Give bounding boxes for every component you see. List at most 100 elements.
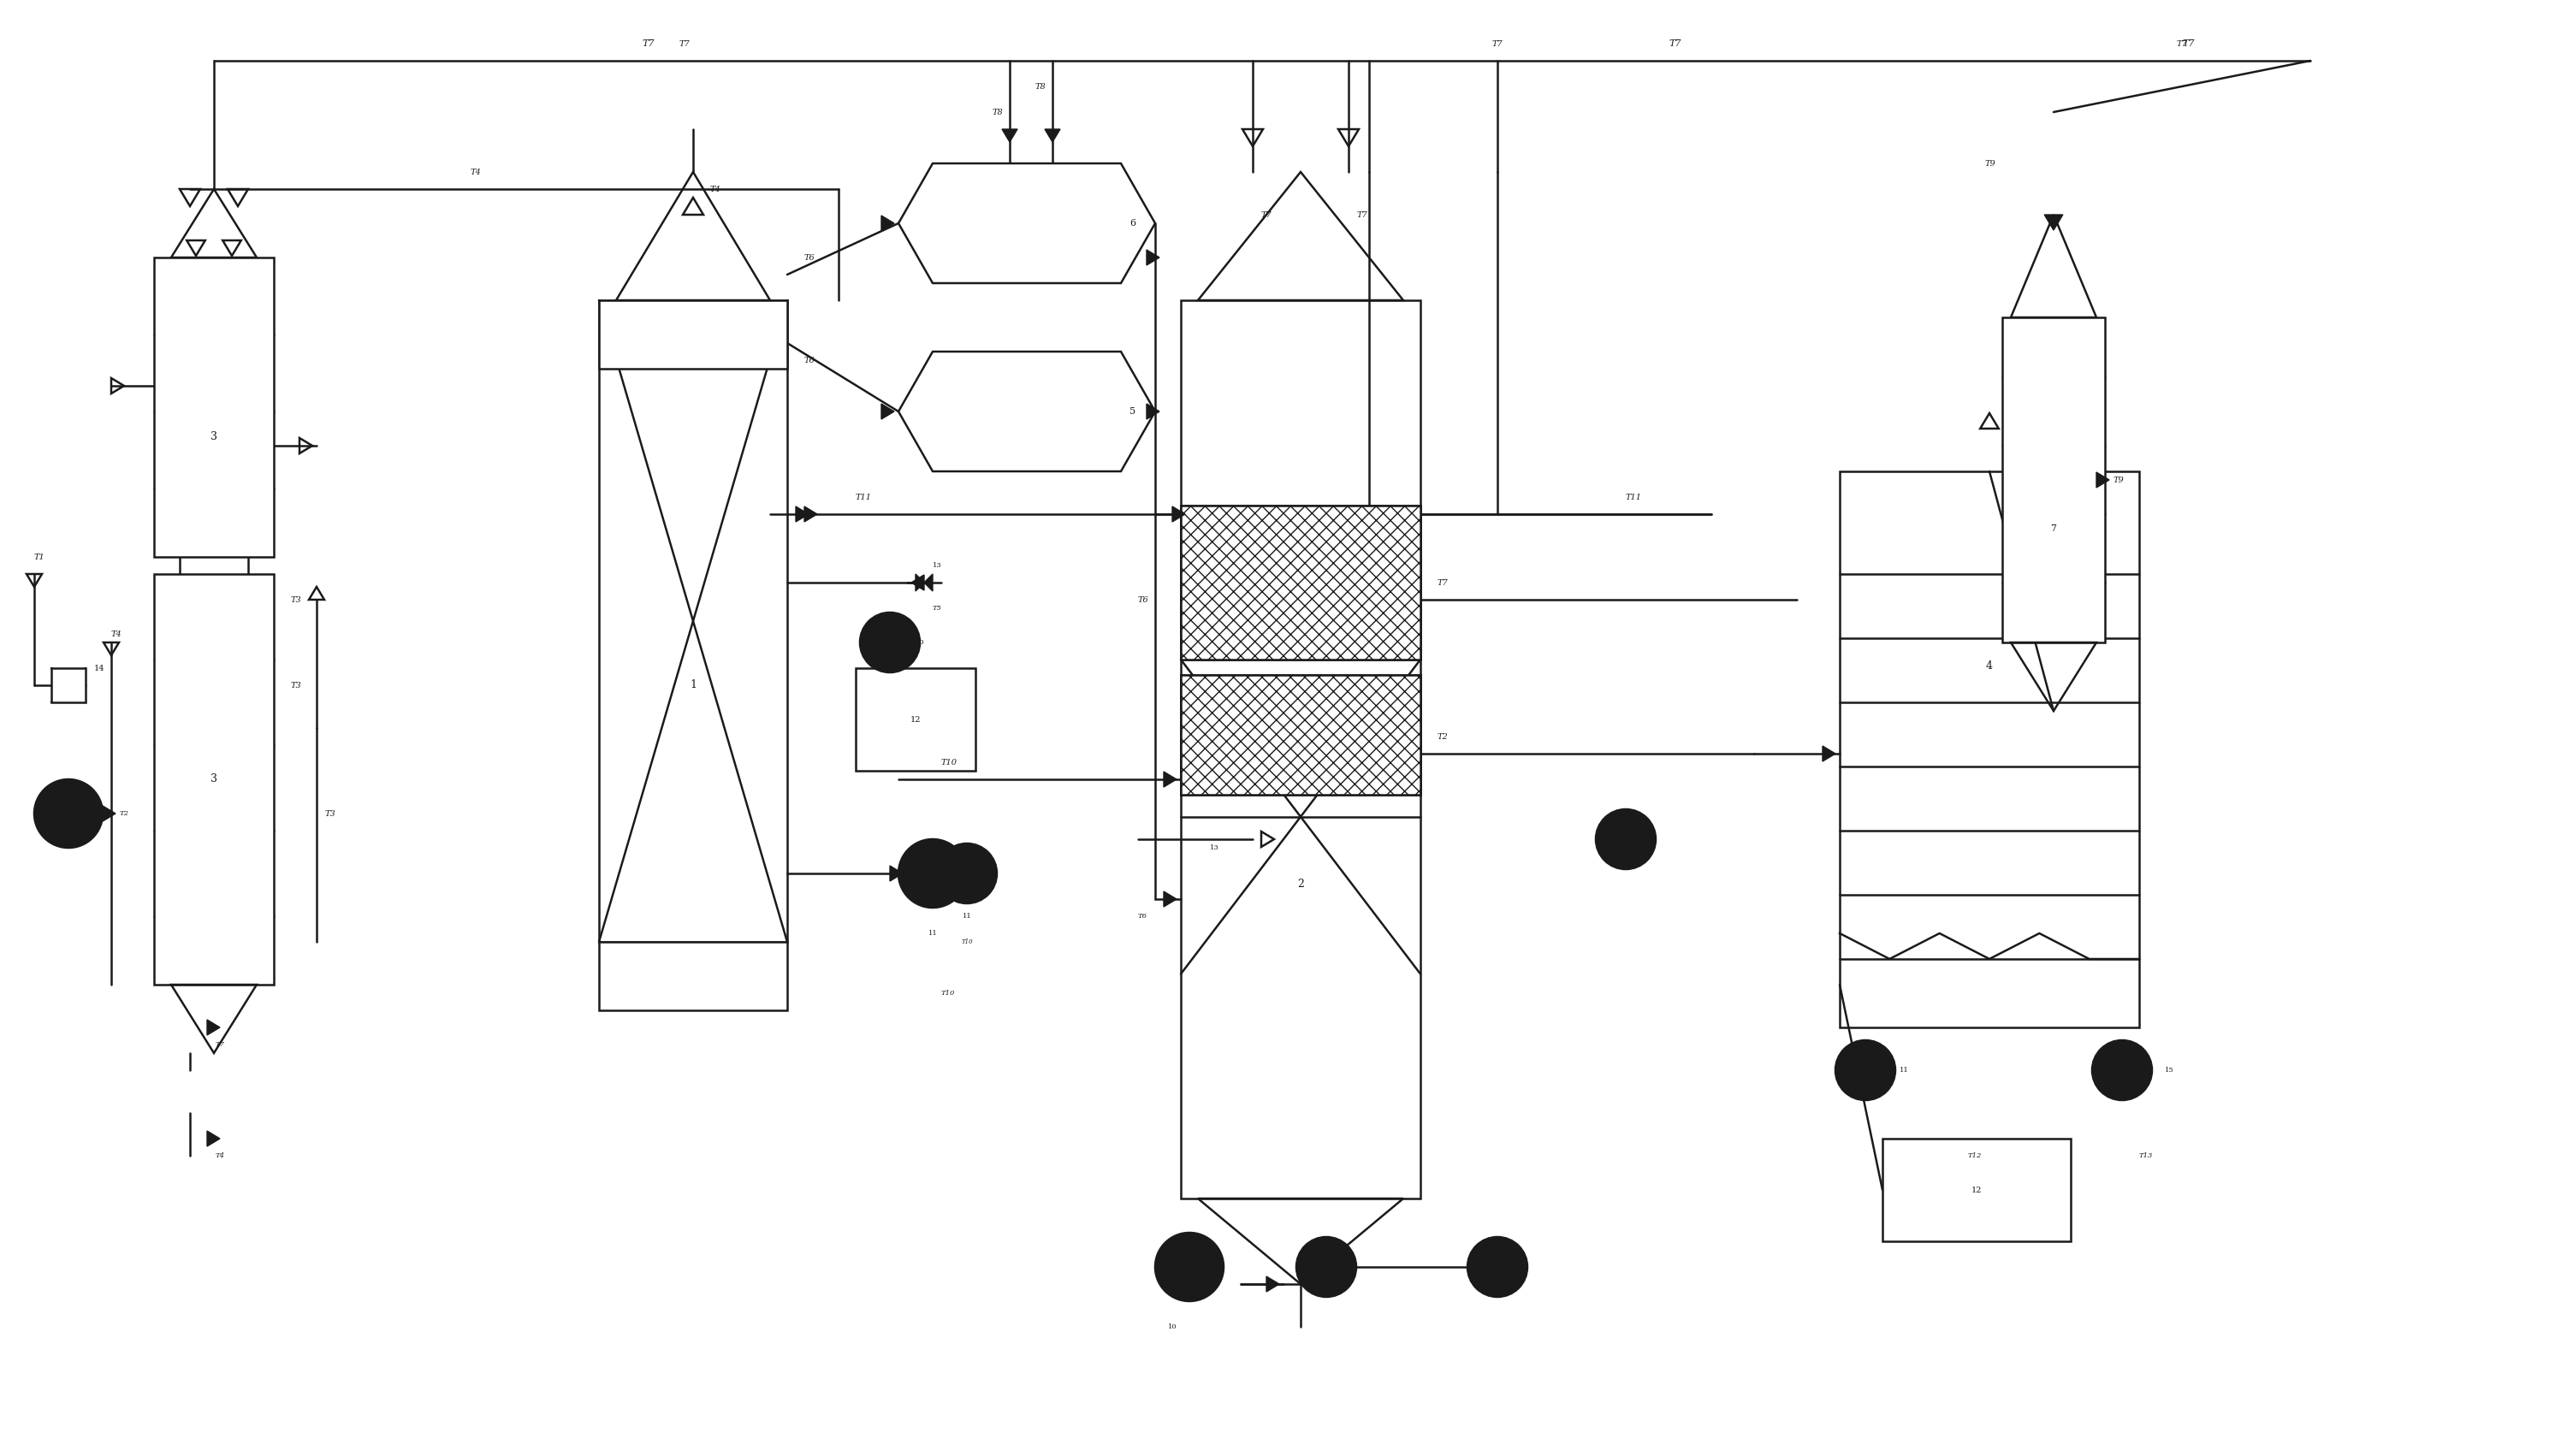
Text: 14: 14 <box>95 664 105 673</box>
Polygon shape <box>898 351 1155 472</box>
Circle shape <box>898 839 968 907</box>
Text: T7: T7 <box>1669 39 1681 48</box>
Text: T8: T8 <box>993 108 1004 116</box>
Text: T4: T4 <box>711 185 721 192</box>
Polygon shape <box>1173 507 1186 521</box>
Text: 11: 11 <box>1900 1067 1910 1073</box>
FancyBboxPatch shape <box>855 668 975 770</box>
Circle shape <box>937 843 996 903</box>
Bar <box>1181 674 1420 795</box>
FancyBboxPatch shape <box>1841 472 2138 1028</box>
FancyBboxPatch shape <box>598 942 788 1010</box>
Text: T7: T7 <box>1358 211 1368 218</box>
Polygon shape <box>880 215 893 232</box>
Text: T7: T7 <box>216 1041 226 1048</box>
Text: T9: T9 <box>2113 476 2125 483</box>
Polygon shape <box>803 507 816 521</box>
Polygon shape <box>911 575 924 590</box>
Polygon shape <box>916 574 932 591</box>
FancyBboxPatch shape <box>1882 1139 2072 1242</box>
Text: 12: 12 <box>911 715 922 724</box>
Text: T11: T11 <box>855 494 873 501</box>
Text: 3: 3 <box>210 431 218 443</box>
Circle shape <box>2092 1040 2151 1101</box>
Text: T10: T10 <box>960 939 973 945</box>
Text: T3: T3 <box>290 681 303 689</box>
Text: 11: 11 <box>963 913 970 920</box>
Polygon shape <box>1823 745 1835 761</box>
Text: T7: T7 <box>1491 39 1502 48</box>
Bar <box>1181 505 1420 660</box>
Text: 13: 13 <box>932 562 942 569</box>
Text: T7: T7 <box>2177 39 2187 48</box>
Text: T1: T1 <box>33 553 46 561</box>
Circle shape <box>1468 1238 1527 1297</box>
Polygon shape <box>891 866 904 881</box>
Text: T6: T6 <box>1137 913 1147 920</box>
Polygon shape <box>1163 891 1176 907</box>
Text: 1: 1 <box>691 680 696 690</box>
Text: T3: T3 <box>326 810 336 817</box>
FancyBboxPatch shape <box>1181 674 1420 795</box>
Polygon shape <box>1163 772 1176 788</box>
Text: T9: T9 <box>1984 160 1997 167</box>
Text: T2: T2 <box>1438 732 1448 741</box>
Text: T4: T4 <box>470 167 483 176</box>
Text: 10: 10 <box>916 639 924 646</box>
Text: 4: 4 <box>1987 661 1992 671</box>
Text: 7: 7 <box>2051 524 2056 533</box>
Polygon shape <box>208 1019 221 1035</box>
Text: T8: T8 <box>1035 83 1047 90</box>
Text: 2: 2 <box>1296 878 1304 890</box>
Circle shape <box>860 613 919 673</box>
Polygon shape <box>1147 250 1160 265</box>
Polygon shape <box>1147 403 1160 419</box>
Text: T6: T6 <box>1137 596 1150 604</box>
Text: T7: T7 <box>1260 211 1273 218</box>
Polygon shape <box>208 1131 221 1146</box>
Polygon shape <box>880 403 893 419</box>
FancyBboxPatch shape <box>154 258 275 556</box>
Text: T7: T7 <box>1438 578 1448 587</box>
FancyBboxPatch shape <box>2002 317 2105 642</box>
Text: 10: 10 <box>1168 1324 1176 1331</box>
FancyBboxPatch shape <box>51 668 85 702</box>
Text: T5: T5 <box>932 604 942 612</box>
Text: T2: T2 <box>121 810 128 817</box>
Text: T4: T4 <box>216 1152 226 1159</box>
Text: T7: T7 <box>642 39 655 48</box>
Text: T12: T12 <box>1969 1152 1982 1159</box>
FancyBboxPatch shape <box>1181 300 1420 1198</box>
Circle shape <box>1835 1040 1894 1101</box>
Text: T11: T11 <box>1625 494 1643 501</box>
Text: 11: 11 <box>929 930 937 936</box>
Polygon shape <box>2043 214 2064 230</box>
Text: T10: T10 <box>942 759 957 766</box>
Polygon shape <box>103 805 116 821</box>
Text: T6: T6 <box>803 253 816 261</box>
Circle shape <box>33 779 103 847</box>
Text: T10: T10 <box>957 887 975 894</box>
Text: T13: T13 <box>2138 1152 2154 1159</box>
Polygon shape <box>2097 472 2110 488</box>
Circle shape <box>1155 1233 1224 1302</box>
Text: 3: 3 <box>210 773 218 785</box>
FancyBboxPatch shape <box>1181 505 1420 660</box>
FancyBboxPatch shape <box>598 300 788 942</box>
Text: 9: 9 <box>67 836 72 843</box>
Text: T7: T7 <box>2182 39 2195 48</box>
FancyBboxPatch shape <box>598 300 788 368</box>
Text: 5: 5 <box>1129 408 1135 416</box>
Circle shape <box>1296 1238 1355 1297</box>
Circle shape <box>1597 810 1656 869</box>
Text: T4: T4 <box>110 630 123 638</box>
Polygon shape <box>898 163 1155 282</box>
Text: T6: T6 <box>803 357 816 364</box>
Text: 13: 13 <box>1209 844 1219 852</box>
Text: T10: T10 <box>942 990 955 996</box>
Polygon shape <box>1266 1277 1278 1291</box>
Text: 15: 15 <box>2164 1067 2174 1073</box>
Polygon shape <box>1045 130 1060 143</box>
Text: 8: 8 <box>1651 836 1656 843</box>
Text: T7: T7 <box>680 39 691 48</box>
